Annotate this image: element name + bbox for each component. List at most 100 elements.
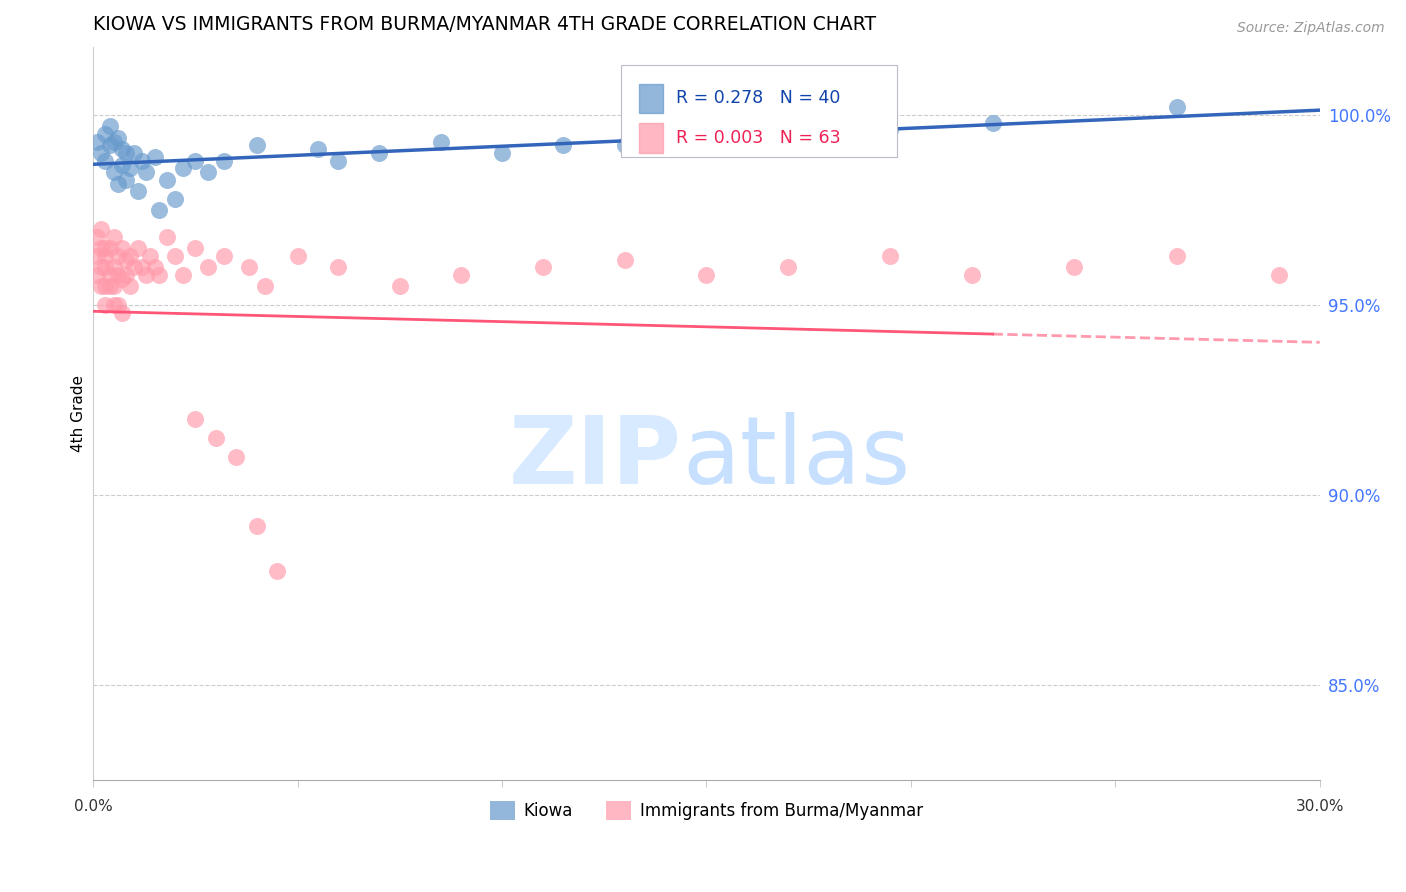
Point — [328, 260, 350, 274]
Point — [94, 279, 117, 293]
Point — [135, 268, 157, 282]
Point — [328, 153, 350, 168]
Point — [111, 306, 134, 320]
Text: 30.0%: 30.0% — [1295, 799, 1344, 814]
Point — [107, 249, 129, 263]
Point — [429, 135, 451, 149]
Text: ZIP: ZIP — [509, 411, 682, 503]
Point — [131, 260, 153, 274]
Point — [111, 241, 134, 255]
Point — [103, 135, 125, 149]
Point — [115, 172, 138, 186]
Point — [1350, 260, 1372, 274]
Point — [131, 153, 153, 168]
Point — [90, 222, 112, 236]
Point — [135, 165, 157, 179]
Point — [491, 146, 513, 161]
Point — [1268, 268, 1291, 282]
Point — [94, 153, 117, 168]
Point — [111, 157, 134, 171]
Point — [94, 298, 117, 312]
Point — [205, 431, 228, 445]
Point — [553, 138, 575, 153]
Point — [127, 184, 149, 198]
Point — [879, 123, 901, 137]
Point — [960, 268, 983, 282]
Point — [90, 260, 112, 274]
Point — [143, 150, 166, 164]
Point — [98, 120, 121, 134]
Point — [266, 564, 288, 578]
Text: 0.0%: 0.0% — [73, 799, 112, 814]
Point — [163, 249, 186, 263]
Point — [287, 249, 309, 263]
Point — [148, 203, 170, 218]
Point — [778, 260, 800, 274]
Legend: Kiowa, Immigrants from Burma/Myanmar: Kiowa, Immigrants from Burma/Myanmar — [484, 795, 929, 827]
Point — [118, 279, 141, 293]
Text: KIOWA VS IMMIGRANTS FROM BURMA/MYANMAR 4TH GRADE CORRELATION CHART: KIOWA VS IMMIGRANTS FROM BURMA/MYANMAR 4… — [93, 15, 876, 34]
Point — [115, 268, 138, 282]
Point — [90, 146, 112, 161]
Point — [103, 165, 125, 179]
Point — [1166, 101, 1188, 115]
Text: Source: ZipAtlas.com: Source: ZipAtlas.com — [1237, 21, 1385, 35]
Point — [111, 142, 134, 156]
Point — [184, 241, 207, 255]
Text: atlas: atlas — [682, 411, 910, 503]
FancyBboxPatch shape — [620, 65, 897, 157]
Point — [981, 116, 1004, 130]
Y-axis label: 4th Grade: 4th Grade — [72, 375, 86, 452]
Point — [103, 260, 125, 274]
Point — [86, 229, 108, 244]
Point — [148, 268, 170, 282]
Point — [156, 172, 179, 186]
Point — [307, 142, 329, 156]
Point — [103, 229, 125, 244]
Point — [695, 268, 717, 282]
Point — [143, 260, 166, 274]
Point — [756, 123, 779, 137]
Point — [184, 412, 207, 426]
Point — [115, 252, 138, 267]
Point — [98, 138, 121, 153]
Point — [246, 518, 269, 533]
Point — [107, 177, 129, 191]
Point — [388, 279, 411, 293]
Point — [172, 161, 194, 176]
Point — [90, 279, 112, 293]
Point — [163, 192, 186, 206]
Point — [212, 153, 235, 168]
Point — [879, 249, 901, 263]
Point — [127, 241, 149, 255]
Point — [86, 249, 108, 263]
Point — [103, 279, 125, 293]
Point — [118, 249, 141, 263]
Point — [212, 249, 235, 263]
Point — [1063, 260, 1085, 274]
Point — [107, 131, 129, 145]
Point — [98, 279, 121, 293]
Point — [94, 249, 117, 263]
Point — [118, 161, 141, 176]
Point — [450, 268, 472, 282]
Text: R = 0.003   N = 63: R = 0.003 N = 63 — [676, 128, 841, 147]
Point — [107, 298, 129, 312]
Point — [613, 252, 636, 267]
Point — [90, 241, 112, 255]
Point — [238, 260, 260, 274]
Point — [94, 260, 117, 274]
Point — [94, 241, 117, 255]
Point — [172, 268, 194, 282]
Point — [103, 298, 125, 312]
Point — [139, 249, 162, 263]
Point — [115, 146, 138, 161]
Point — [716, 131, 738, 145]
Point — [86, 135, 108, 149]
Point — [98, 268, 121, 282]
Point — [613, 138, 636, 153]
Bar — [638, 123, 664, 153]
Point — [107, 268, 129, 282]
Point — [156, 229, 179, 244]
Point — [111, 271, 134, 285]
